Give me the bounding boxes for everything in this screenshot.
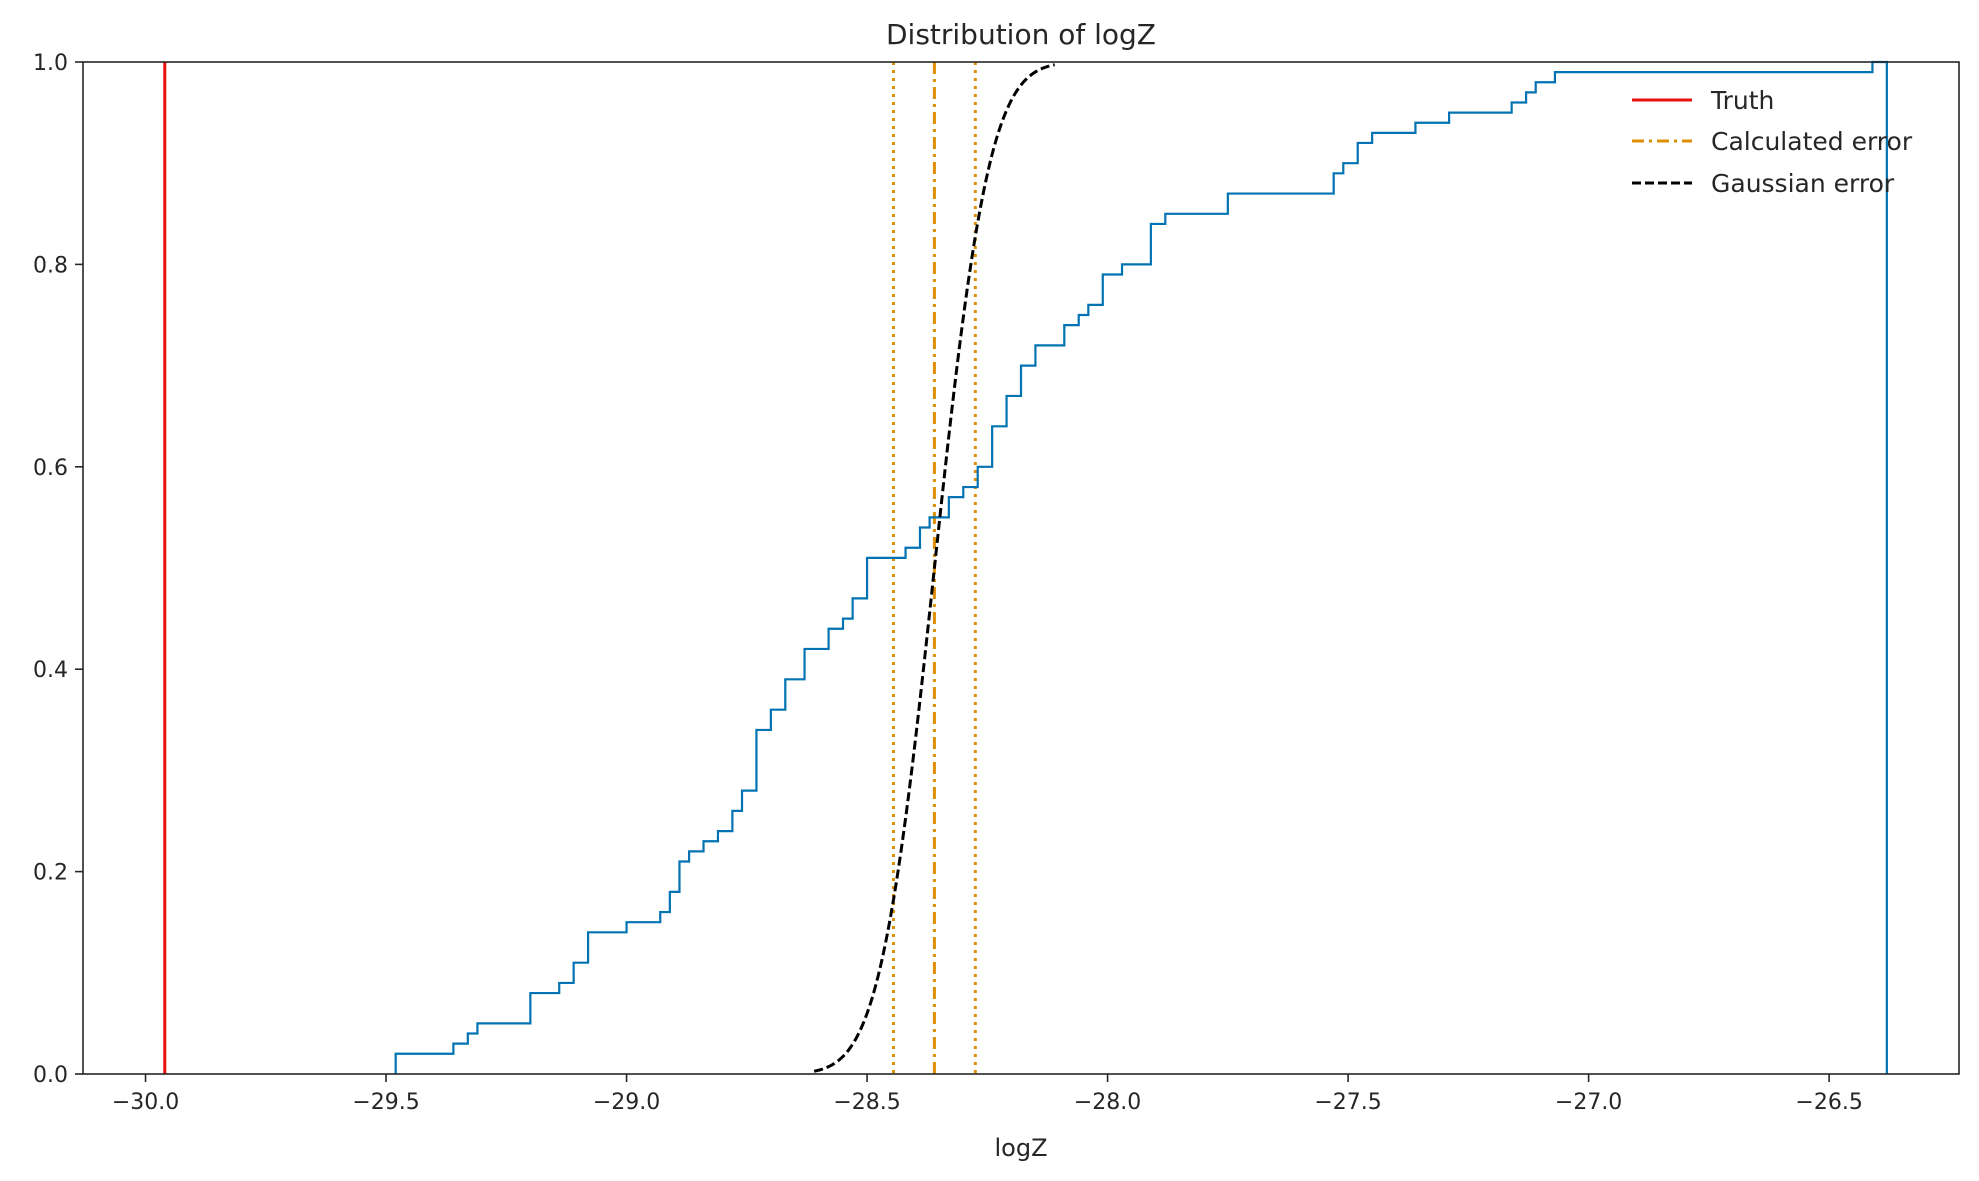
- y-tick-label: 0.0: [33, 1063, 68, 1088]
- x-tick-label: −28.5: [833, 1090, 900, 1115]
- x-tick-label: −29.0: [593, 1090, 660, 1115]
- y-tick-label: 0.2: [33, 861, 68, 886]
- x-tick-label: −26.5: [1795, 1090, 1862, 1115]
- y-tick-label: 0.4: [33, 658, 68, 683]
- x-axis-label: logZ: [994, 1134, 1047, 1162]
- x-tick-label: −27.0: [1555, 1090, 1622, 1115]
- x-tick-label: −29.5: [352, 1090, 419, 1115]
- plot-area: [163, 60, 1888, 1074]
- legend-label-truth: Truth: [1710, 86, 1774, 115]
- gaussian-error-curve: [813, 63, 1055, 1073]
- plot-frame: [82, 61, 1960, 1075]
- x-tick-label: −30.0: [112, 1090, 179, 1115]
- x-tick-label: −27.5: [1314, 1090, 1381, 1115]
- y-tick-label: 0.6: [33, 456, 68, 481]
- x-axis: −30.0 −29.5 −29.0 −28.5 −28.0 −27.5 −27.0 −26.5: [112, 1074, 1863, 1115]
- legend-label-calculated-error: Calculated error: [1711, 127, 1913, 156]
- ecdf-step-line: [394, 60, 1888, 1074]
- x-tick-label: −28.0: [1074, 1090, 1141, 1115]
- y-tick-label: 0.8: [33, 253, 68, 278]
- legend: Truth Calculated error Gaussian error: [1632, 86, 1913, 198]
- y-tick-label: 1.0: [33, 51, 68, 76]
- legend-label-gaussian-error: Gaussian error: [1711, 169, 1895, 198]
- chart-title: Distribution of logZ: [886, 18, 1156, 51]
- y-axis: 0.0 0.2 0.4 0.6 0.8 1.0: [33, 51, 83, 1088]
